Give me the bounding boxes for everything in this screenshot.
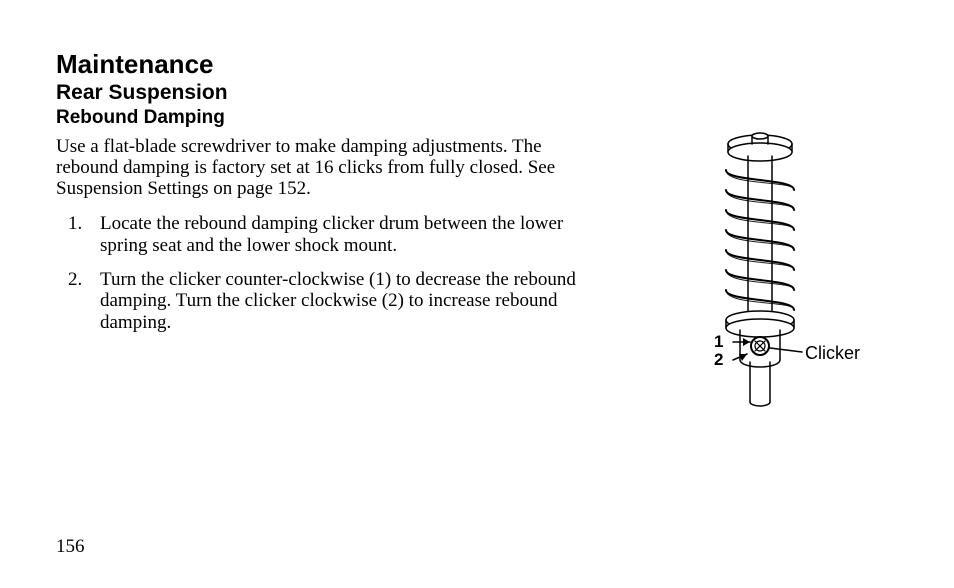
heading-rear-suspension: Rear Suspension — [56, 81, 596, 105]
shock-diagram-svg — [660, 130, 900, 430]
page-number: 156 — [56, 536, 85, 558]
figure-shock-absorber: 1 2 Clicker — [660, 130, 900, 430]
heading-maintenance: Maintenance — [56, 50, 596, 79]
figure-label-2: 2 — [714, 350, 723, 370]
page-root: Maintenance Rear Suspension Rebound Damp… — [0, 0, 954, 588]
steps-list: Locate the rebound damping clicker drum … — [56, 213, 596, 333]
figure-label-1: 1 — [714, 332, 723, 352]
step-2: Turn the clicker counter-clockwise (1) t… — [100, 269, 596, 334]
intro-paragraph: Use a flat-blade screwdriver to make dam… — [56, 136, 596, 200]
step-1: Locate the rebound damping clicker drum … — [100, 213, 596, 256]
heading-rebound-damping: Rebound Damping — [56, 107, 596, 130]
text-column: Maintenance Rear Suspension Rebound Damp… — [56, 50, 596, 346]
figure-label-clicker: Clicker — [805, 343, 860, 364]
